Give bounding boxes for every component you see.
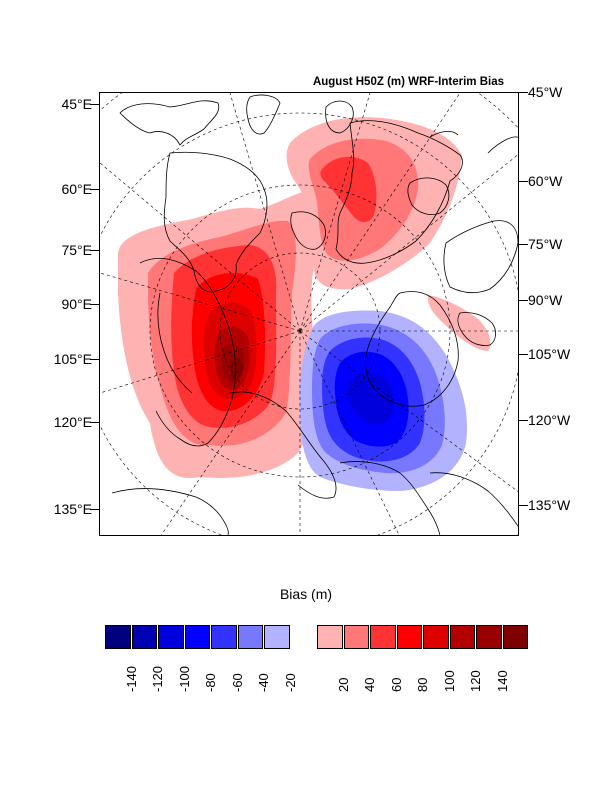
colorbar-tick-label: 60 [388,677,404,692]
map-panel [99,92,519,536]
colorbar-tick-label: -20 [282,673,298,692]
left-tick [90,104,99,105]
left-tick [90,189,99,190]
left-lat-label: 45°E [61,96,92,112]
colorbar-box [502,625,528,649]
colorbar-box [105,625,131,649]
left-tick [90,509,99,510]
colorbar-tick-label: -60 [229,673,245,692]
right-lat-label: 105°W [528,346,571,362]
map-canvas [100,93,518,535]
left-tick [90,422,99,423]
colorbar-box [476,625,502,649]
colorbar-tick-label: 20 [335,677,351,692]
positive-bias-east-strip [427,295,491,351]
colorbar-box [370,625,396,649]
map-title: August H50Z (m) WRF-Interim Bias [312,76,504,88]
right-lat-label: 90°W [528,292,563,308]
left-lat-label: 135°E [53,501,92,517]
colorbar-box [449,625,475,649]
colorbar-tick-label: -120 [150,665,165,692]
left-lat-label: 120°E [53,414,92,430]
right-tick [519,420,528,421]
colorbar-box [237,625,263,649]
positive-bias-west [118,190,326,479]
right-lat-label: 75°W [528,236,563,252]
colorbar-tick-label: 120 [468,670,483,692]
colorbar-box [158,625,184,649]
colorbar-box [184,625,210,649]
colorbar [105,625,529,649]
right-lat-label: 45°W [528,84,563,100]
colorbar-box [317,625,343,649]
colorbar-tick-label: 40 [362,677,377,692]
left-lat-label: 90°E [61,296,92,312]
graticule [100,93,518,535]
left-lat-label: 75°E [61,242,92,258]
left-tick [90,304,99,305]
colorbar-tick-label: 80 [415,677,430,692]
right-tick [519,244,528,245]
colorbar-box [423,625,449,649]
colorbar-box [343,625,369,649]
right-tick [519,300,528,301]
coastlines [111,94,518,535]
left-tick [90,250,99,251]
colorbar-tick-label: 100 [441,670,457,692]
right-tick [519,354,528,355]
right-lat-label: 60°W [528,173,563,189]
colorbar-tick-label: -80 [203,673,218,692]
colorbar-tick-label: 140 [494,670,510,692]
colorbar-tick-label: -100 [176,665,192,692]
colorbar-tick-label: -140 [123,665,139,692]
right-tick [519,181,528,182]
colorbar-title: Bias (m) [279,586,333,602]
left-lat-label: 60°E [61,181,92,197]
negative-bias-east [299,310,468,491]
left-tick [90,359,99,360]
colorbar-box [211,625,237,649]
colorbar-tick-labels: -140 -120 -100 -80 -60 -40 -20 20 40 60 80 100 120 14… [105,652,510,712]
colorbar-box [131,625,157,649]
right-tick [519,505,528,506]
right-tick [519,92,528,93]
left-lat-label: 105°E [53,351,92,367]
positive-bias-north [286,117,462,290]
colorbar-box [264,625,290,649]
colorbar-box [396,625,422,649]
colorbar-box [290,625,316,649]
right-lat-label: 135°W [528,497,571,513]
right-lat-label: 120°W [528,412,571,428]
colorbar-tick-label: -40 [256,673,271,692]
